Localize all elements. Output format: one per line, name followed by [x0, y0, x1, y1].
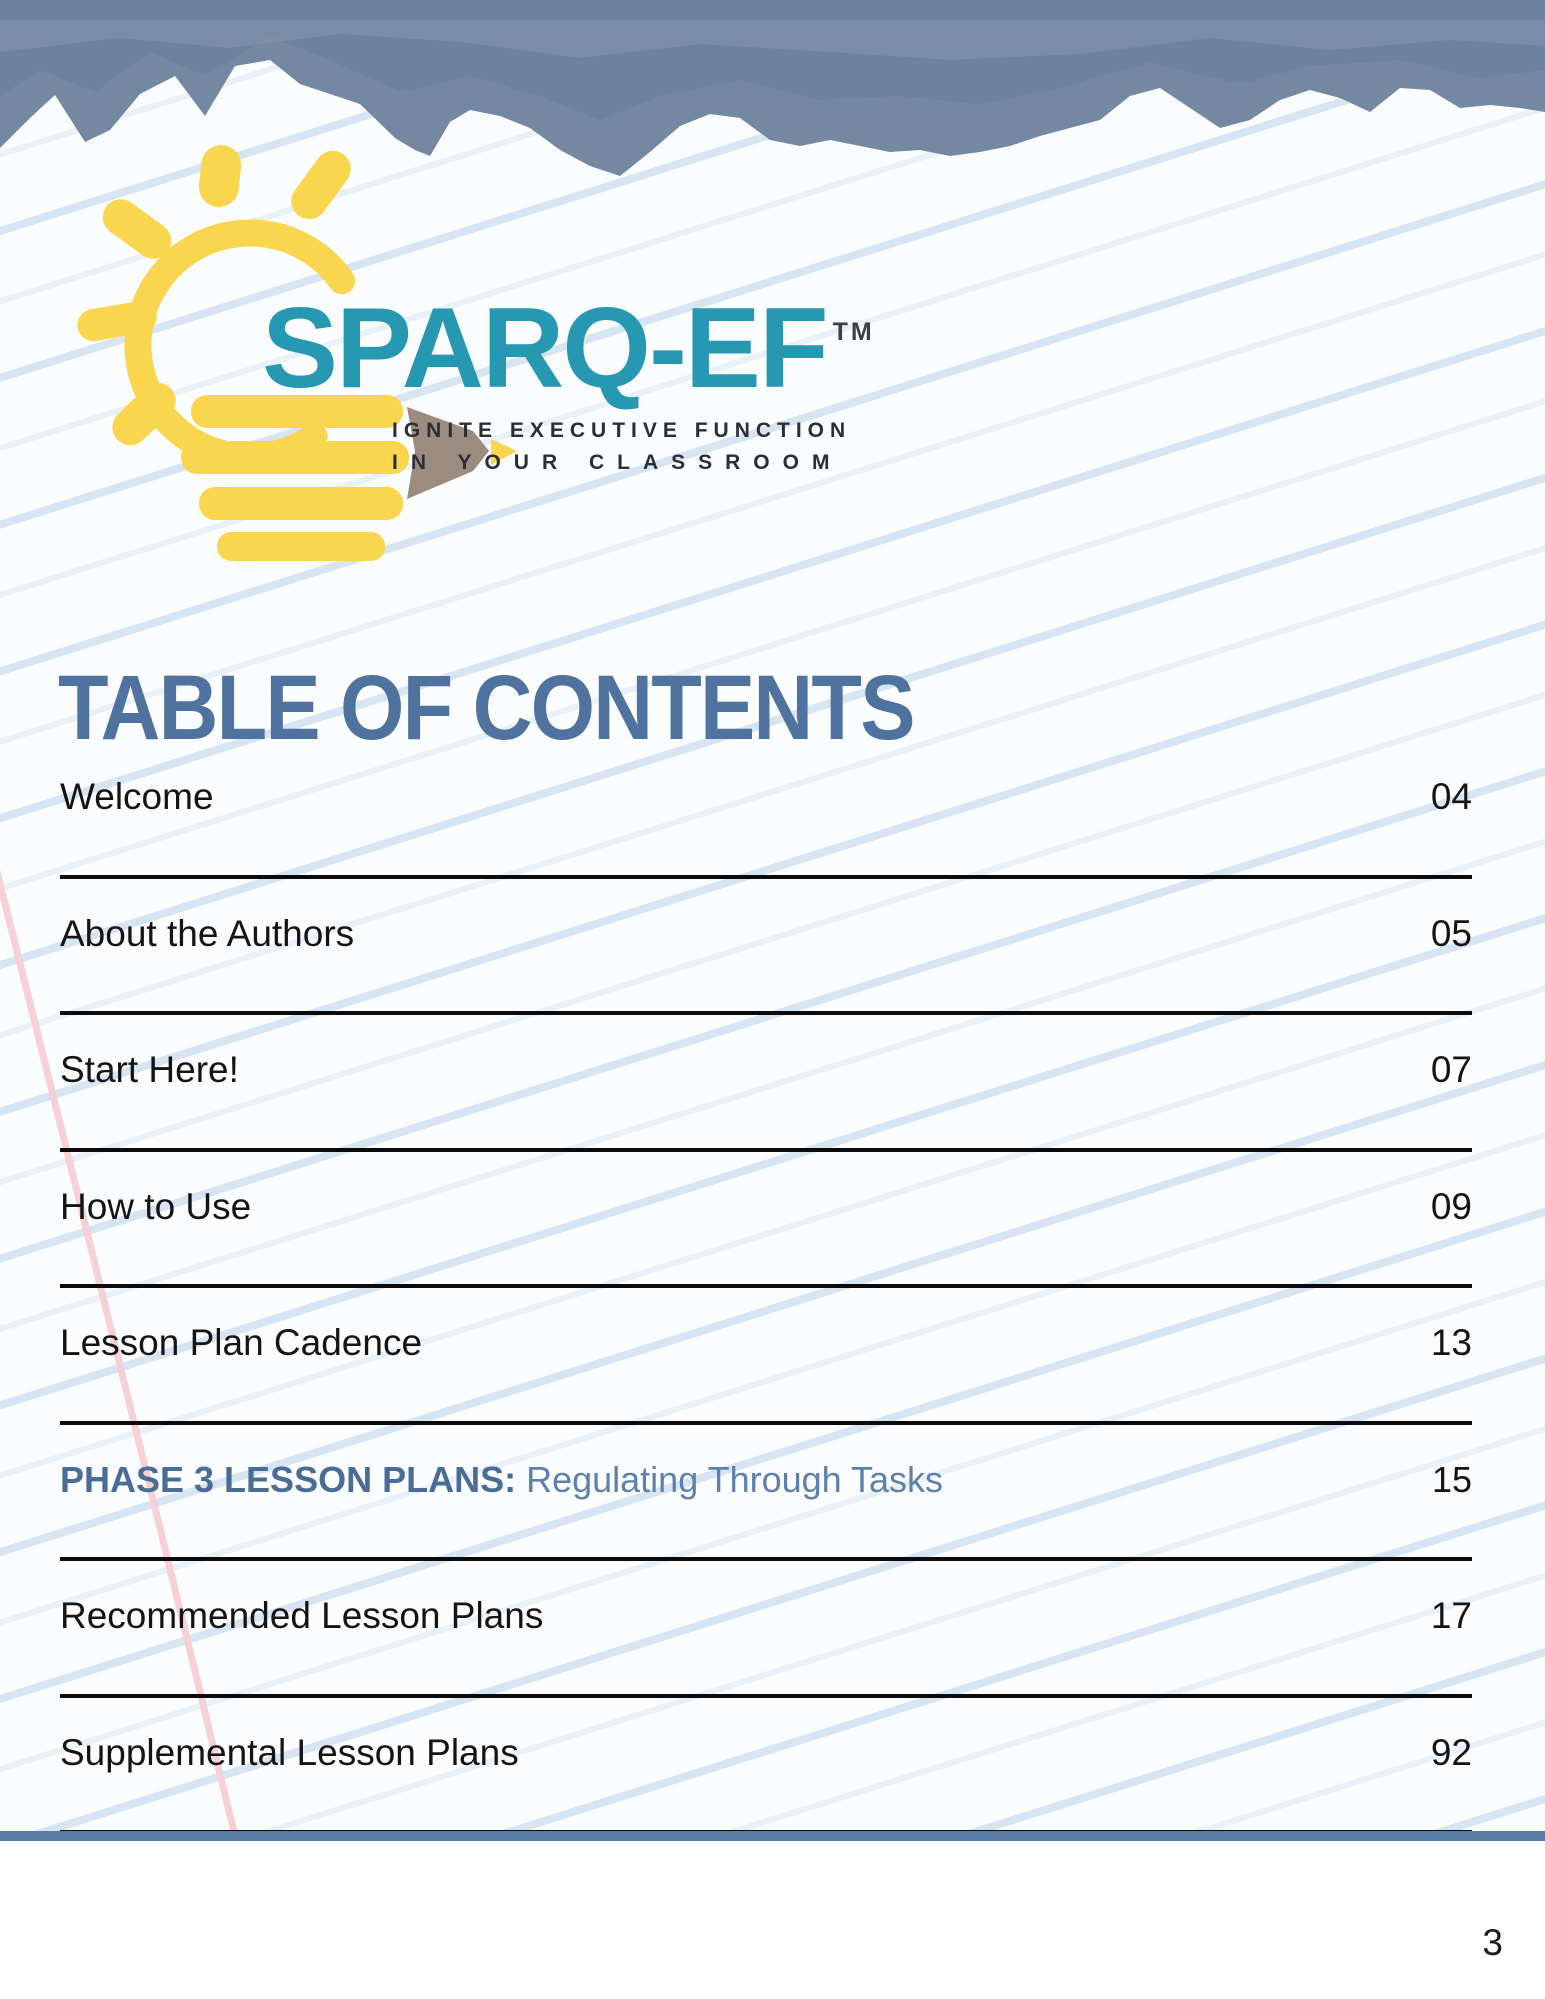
brand-name: SPARQ-EF TM: [262, 292, 962, 406]
table-of-contents-list: Welcome 04 About the Authors 05 Start He…: [60, 742, 1472, 1831]
toc-entry-label: Supplemental Lesson Plans: [60, 1732, 519, 1775]
toc-entry-label: Welcome: [60, 776, 214, 819]
footer-divider-bar: [0, 1831, 1545, 1841]
toc-entry-text: Recommended Lesson Plans: [60, 1595, 544, 1636]
toc-entry-text: How to Use: [60, 1185, 252, 1227]
toc-entry-text: Start Here!: [60, 1049, 239, 1090]
toc-entry-text: Regulating Through Tasks: [516, 1458, 944, 1500]
notebook-margin-line: [0, 869, 238, 1831]
notebook-paper-background: SPARQ-EF TM IGNITE EXECUTIVE FUNCTION IN …: [0, 0, 1545, 1831]
logo-tagline-line2: IN YOUR CLASSROOM: [392, 451, 843, 474]
toc-entry-text: Lesson Plan Cadence: [60, 1322, 423, 1363]
toc-entry-text: About the Authors: [60, 912, 355, 954]
toc-entry-label: Lesson Plan Cadence: [60, 1322, 422, 1365]
toc-entry-page-number: 05: [1430, 912, 1472, 954]
toc-entry-label: Start Here!: [60, 1049, 239, 1092]
toc-entry[interactable]: Welcome 04: [60, 742, 1472, 879]
logo-tagline-line1: IGNITE EXECUTIVE FUNCTION: [392, 419, 852, 442]
pencil-stripes: [181, 395, 409, 561]
toc-entry[interactable]: About the Authors 05: [60, 879, 1472, 1015]
trademark-symbol: TM: [832, 318, 875, 346]
pencil-tip: [407, 407, 489, 499]
toc-entry-label: How to Use: [60, 1186, 251, 1229]
lightbulb-pencil-logo-icon: [77, 145, 517, 561]
toc-entry[interactable]: Lesson Plan Cadence 13: [60, 1288, 1472, 1425]
toc-entry-label: PHASE 3 LESSON PLANS: Regulating Through…: [60, 1459, 943, 1500]
toc-entry-page-number: 13: [1430, 1322, 1472, 1363]
toc-entry[interactable]: Recommended Lesson Plans 17: [60, 1561, 1472, 1698]
toc-entry-page-number: 15: [1431, 1458, 1472, 1500]
toc-entry-page-number: 07: [1430, 1049, 1472, 1090]
toc-entry[interactable]: Start Here! 07: [60, 1015, 1472, 1152]
toc-entry[interactable]: PHASE 3 LESSON PLANS: Regulating Through…: [60, 1425, 1472, 1561]
toc-entry-page-number: 04: [1430, 776, 1472, 817]
toc-entry-text: Supplemental Lesson Plans: [60, 1731, 519, 1773]
toc-entry-label: About the Authors: [60, 913, 354, 956]
page-number: 3: [1482, 1922, 1503, 1963]
toc-entry[interactable]: Supplemental Lesson Plans 92: [60, 1698, 1472, 1831]
toc-entry-page-number: 09: [1430, 1185, 1472, 1227]
toc-entry-page-number: 92: [1430, 1731, 1472, 1773]
toc-entry[interactable]: How to Use 09: [60, 1152, 1472, 1288]
toc-entry-text: Welcome: [60, 776, 214, 817]
toc-entry-phase-prefix: PHASE 3 LESSON PLANS:: [60, 1458, 517, 1500]
logo-wordmark: SPARQ-EF TM IGNITE EXECUTIVE FUNCTION IN …: [262, 292, 962, 474]
pencil-point: [491, 439, 517, 465]
brand-text: SPARQ-EF: [262, 285, 829, 412]
torn-paper-edge: [0, 0, 1545, 176]
toc-entry-page-number: 17: [1430, 1595, 1472, 1636]
page-title: TABLE OF CONTENTS: [58, 657, 915, 759]
toc-entry-label: Recommended Lesson Plans: [60, 1595, 543, 1638]
